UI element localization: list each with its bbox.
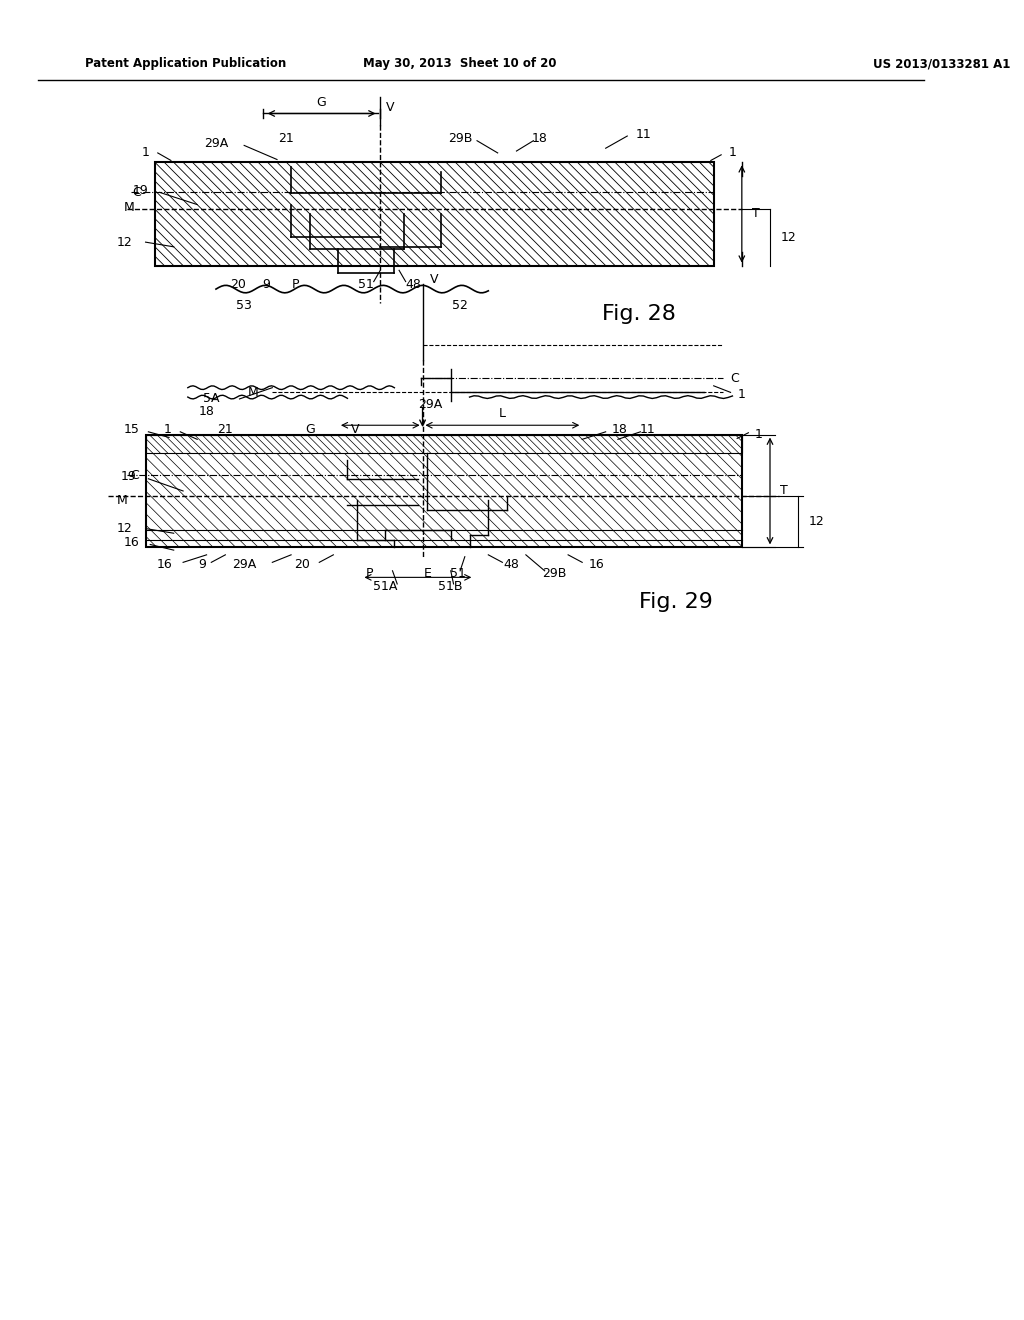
- Text: Fig. 28: Fig. 28: [602, 305, 676, 325]
- Text: 18: 18: [532, 132, 548, 145]
- Text: 9: 9: [198, 558, 206, 570]
- Text: 5A: 5A: [203, 392, 219, 405]
- Text: G: G: [316, 96, 327, 108]
- Text: 20: 20: [295, 558, 310, 570]
- Text: 9: 9: [262, 279, 269, 290]
- Text: C: C: [130, 469, 138, 482]
- Bar: [155, 162, 714, 265]
- Text: T: T: [752, 207, 760, 220]
- Text: May 30, 2013  Sheet 10 of 20: May 30, 2013 Sheet 10 of 20: [364, 57, 557, 70]
- Text: 51B: 51B: [438, 581, 463, 593]
- Text: 16: 16: [157, 558, 172, 570]
- Text: 29B: 29B: [447, 132, 472, 145]
- Text: 48: 48: [504, 558, 520, 570]
- Text: 48: 48: [406, 279, 421, 290]
- Text: M: M: [117, 494, 127, 507]
- Text: 52: 52: [453, 298, 468, 312]
- Text: 1: 1: [141, 147, 150, 160]
- Text: L: L: [499, 408, 506, 421]
- Text: 21: 21: [217, 424, 233, 437]
- Text: 12: 12: [809, 515, 824, 528]
- Text: 16: 16: [589, 558, 604, 570]
- Text: 1: 1: [738, 388, 745, 401]
- Text: 51A: 51A: [373, 581, 397, 593]
- Text: 1: 1: [755, 428, 763, 441]
- Text: V: V: [350, 424, 359, 437]
- Text: M: M: [248, 385, 258, 399]
- Text: 15: 15: [124, 424, 139, 437]
- Text: 29A: 29A: [418, 399, 442, 411]
- Text: 12: 12: [781, 231, 797, 244]
- Text: V: V: [430, 273, 438, 286]
- Bar: [145, 434, 741, 548]
- Text: 18: 18: [199, 405, 214, 417]
- Text: 29B: 29B: [542, 568, 566, 579]
- Text: 19: 19: [133, 183, 148, 197]
- Text: C: C: [730, 372, 738, 385]
- Text: T: T: [780, 484, 787, 498]
- Text: E: E: [423, 568, 431, 579]
- Text: 12: 12: [117, 521, 133, 535]
- Text: P: P: [292, 279, 300, 290]
- Text: 19: 19: [121, 470, 136, 483]
- Text: 18: 18: [611, 424, 628, 437]
- Text: V: V: [385, 102, 394, 115]
- Text: 12: 12: [117, 236, 133, 248]
- Text: 21: 21: [279, 132, 294, 145]
- Text: US 2013/0133281 A1: US 2013/0133281 A1: [873, 57, 1011, 70]
- Text: 20: 20: [229, 279, 246, 290]
- Text: Fig. 29: Fig. 29: [639, 591, 713, 611]
- Bar: [145, 434, 741, 453]
- Text: 16: 16: [124, 536, 139, 549]
- Text: Patent Application Publication: Patent Application Publication: [85, 57, 286, 70]
- Text: M: M: [123, 201, 134, 214]
- Text: C: C: [132, 186, 140, 199]
- Text: 11: 11: [635, 128, 651, 141]
- Text: 29A: 29A: [232, 558, 256, 570]
- Text: P: P: [366, 568, 373, 579]
- Text: G: G: [305, 424, 314, 437]
- Text: 29A: 29A: [204, 137, 228, 150]
- Text: 11: 11: [640, 424, 655, 437]
- Text: 1: 1: [728, 147, 736, 160]
- Text: 51: 51: [451, 568, 466, 579]
- Text: 53: 53: [237, 298, 252, 312]
- Text: 51: 51: [358, 279, 374, 290]
- Text: 1: 1: [163, 424, 171, 437]
